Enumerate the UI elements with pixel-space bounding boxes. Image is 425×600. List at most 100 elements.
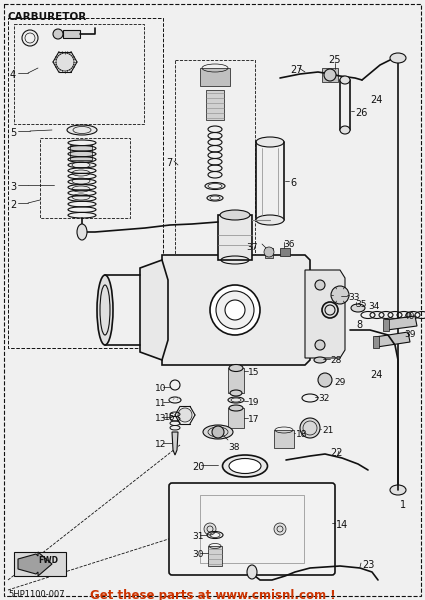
- Bar: [208, 546, 222, 566]
- Circle shape: [318, 373, 332, 387]
- Circle shape: [204, 523, 216, 535]
- Ellipse shape: [230, 390, 242, 396]
- Text: 6: 6: [290, 178, 296, 188]
- Bar: [218, 215, 252, 260]
- Text: 28: 28: [330, 356, 341, 365]
- Text: Get these parts at www.cmisnl.com !: Get these parts at www.cmisnl.com !: [90, 589, 335, 600]
- Ellipse shape: [223, 455, 267, 477]
- Text: 24: 24: [370, 370, 382, 380]
- Text: 2: 2: [10, 200, 16, 210]
- Text: 40: 40: [404, 312, 415, 321]
- Text: 15: 15: [248, 368, 260, 377]
- Ellipse shape: [351, 304, 365, 312]
- Text: 10: 10: [155, 384, 167, 393]
- Text: 36: 36: [283, 240, 295, 249]
- Text: 30: 30: [192, 550, 204, 559]
- Ellipse shape: [229, 405, 243, 411]
- Circle shape: [300, 418, 320, 438]
- FancyBboxPatch shape: [14, 552, 66, 576]
- Circle shape: [322, 302, 338, 318]
- Text: 3: 3: [10, 182, 16, 192]
- Text: 22: 22: [330, 448, 343, 458]
- Text: 38: 38: [228, 443, 240, 452]
- Circle shape: [331, 286, 349, 304]
- Polygon shape: [375, 332, 410, 347]
- Text: 4: 4: [10, 70, 16, 80]
- Text: www
cmisnl
.com: www cmisnl .com: [157, 252, 268, 348]
- Ellipse shape: [72, 178, 90, 184]
- Polygon shape: [18, 552, 52, 576]
- Bar: [70, 145, 92, 160]
- Text: 25: 25: [329, 55, 341, 65]
- Text: 1: 1: [400, 500, 406, 510]
- Text: 37: 37: [246, 243, 258, 252]
- Bar: [206, 90, 224, 120]
- Text: 18: 18: [296, 430, 308, 439]
- Bar: [200, 68, 230, 86]
- Ellipse shape: [229, 458, 261, 473]
- Text: 21: 21: [322, 426, 333, 435]
- Bar: [383, 319, 389, 331]
- Polygon shape: [385, 316, 417, 330]
- Text: 19: 19: [248, 398, 260, 407]
- Text: FWD: FWD: [38, 556, 58, 565]
- Ellipse shape: [228, 397, 244, 403]
- Circle shape: [178, 408, 192, 422]
- Text: 31: 31: [192, 532, 204, 541]
- Ellipse shape: [340, 126, 350, 134]
- Text: 23: 23: [362, 560, 374, 570]
- Text: 11: 11: [155, 399, 167, 408]
- Text: 12: 12: [155, 440, 166, 449]
- Ellipse shape: [229, 364, 243, 371]
- Polygon shape: [162, 255, 310, 365]
- Polygon shape: [63, 30, 80, 38]
- Text: 14: 14: [336, 520, 348, 530]
- Text: 7: 7: [166, 158, 172, 168]
- Polygon shape: [172, 432, 178, 455]
- Ellipse shape: [216, 291, 254, 329]
- Text: 5HP1100-007: 5HP1100-007: [8, 590, 65, 599]
- Ellipse shape: [390, 485, 406, 495]
- Text: 34: 34: [368, 302, 380, 311]
- Circle shape: [315, 340, 325, 350]
- Bar: [373, 336, 379, 348]
- Polygon shape: [140, 260, 168, 360]
- Ellipse shape: [220, 210, 250, 220]
- Circle shape: [56, 53, 74, 71]
- Bar: [228, 368, 244, 393]
- Ellipse shape: [72, 194, 90, 200]
- Circle shape: [274, 523, 286, 535]
- Bar: [274, 430, 294, 448]
- Bar: [280, 248, 290, 256]
- Ellipse shape: [72, 170, 90, 176]
- Ellipse shape: [225, 300, 245, 320]
- Text: CARBURETOR: CARBURETOR: [8, 12, 87, 22]
- Bar: [228, 408, 244, 428]
- Bar: [200, 495, 304, 563]
- Ellipse shape: [203, 425, 233, 439]
- Circle shape: [324, 69, 336, 81]
- Ellipse shape: [210, 285, 260, 335]
- Ellipse shape: [67, 125, 97, 135]
- Circle shape: [315, 280, 325, 290]
- Text: 16: 16: [164, 413, 176, 422]
- Text: 39: 39: [404, 330, 416, 339]
- Text: 8: 8: [356, 320, 362, 330]
- Circle shape: [212, 426, 224, 438]
- Circle shape: [53, 29, 63, 39]
- Polygon shape: [305, 270, 345, 358]
- Text: 5: 5: [10, 128, 16, 138]
- Ellipse shape: [77, 224, 87, 240]
- Circle shape: [264, 247, 274, 257]
- Text: 35: 35: [355, 300, 366, 309]
- FancyBboxPatch shape: [169, 483, 335, 575]
- Ellipse shape: [340, 76, 350, 84]
- Text: 27: 27: [290, 65, 303, 75]
- Ellipse shape: [314, 357, 326, 363]
- Ellipse shape: [247, 565, 257, 579]
- Ellipse shape: [72, 186, 90, 192]
- Text: 17: 17: [248, 415, 260, 424]
- Text: 20: 20: [192, 462, 204, 472]
- Ellipse shape: [97, 275, 113, 345]
- Text: 24: 24: [370, 95, 382, 105]
